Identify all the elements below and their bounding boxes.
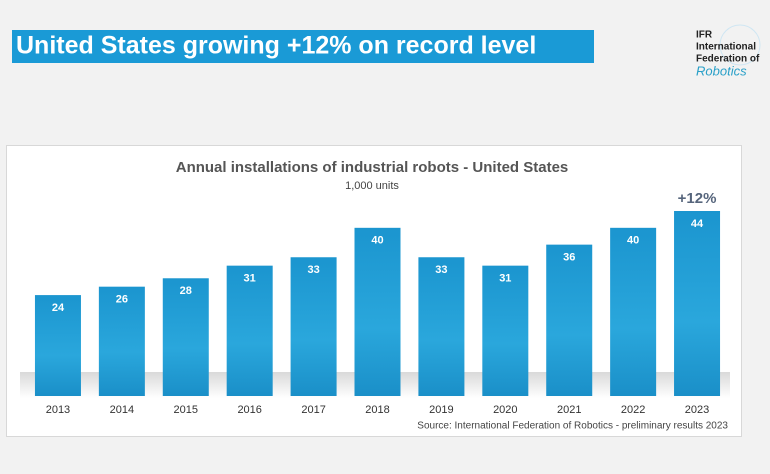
x-tick-label: 2018 — [365, 404, 389, 416]
value-label: 24 — [52, 302, 65, 314]
bar — [34, 295, 81, 396]
bar — [226, 265, 273, 396]
logo-text: Federation of — [696, 54, 760, 65]
value-label: 28 — [180, 285, 192, 297]
source: Source: International Federation of Robo… — [417, 421, 728, 432]
logo-globe — [719, 24, 761, 66]
chart-title: Annual installations of industrial robot… — [176, 159, 569, 176]
value-label: 26 — [116, 294, 128, 306]
bar — [162, 278, 209, 396]
x-tick-label: 2015 — [174, 404, 198, 416]
bar — [610, 227, 657, 396]
slide-title: United States growing +12% on record lev… — [16, 32, 536, 60]
bar — [674, 211, 721, 396]
bar — [482, 265, 529, 396]
x-tick-label: 2023 — [685, 404, 709, 416]
bar — [546, 244, 593, 396]
title-box — [12, 30, 594, 63]
x-tick-label: 2021 — [557, 404, 581, 416]
bar — [354, 227, 401, 396]
bar — [290, 257, 337, 396]
value-label: 36 — [563, 252, 575, 264]
value-label: 31 — [499, 273, 511, 285]
x-tick-label: 2013 — [46, 404, 70, 416]
logo-text: IFR — [696, 30, 713, 41]
x-tick-label: 2019 — [429, 404, 453, 416]
logo-text: Robotics — [696, 63, 747, 78]
x-tick-label: 2022 — [621, 404, 645, 416]
value-label: 44 — [691, 218, 704, 230]
logo-text: International — [696, 42, 756, 53]
x-tick-label: 2016 — [237, 404, 261, 416]
bar — [98, 286, 145, 396]
value-label: 31 — [244, 273, 256, 285]
x-tick-label: 2017 — [301, 404, 325, 416]
value-label: 40 — [371, 235, 383, 247]
value-label: 33 — [307, 264, 319, 276]
bar — [418, 257, 465, 396]
value-label: 33 — [435, 264, 447, 276]
x-tick-label: 2020 — [493, 404, 517, 416]
x-tick-label: 2014 — [110, 404, 134, 416]
value-label: 40 — [627, 235, 639, 247]
chart-subtitle: 1,000 units — [345, 180, 399, 192]
annotation: +12% — [678, 190, 717, 207]
